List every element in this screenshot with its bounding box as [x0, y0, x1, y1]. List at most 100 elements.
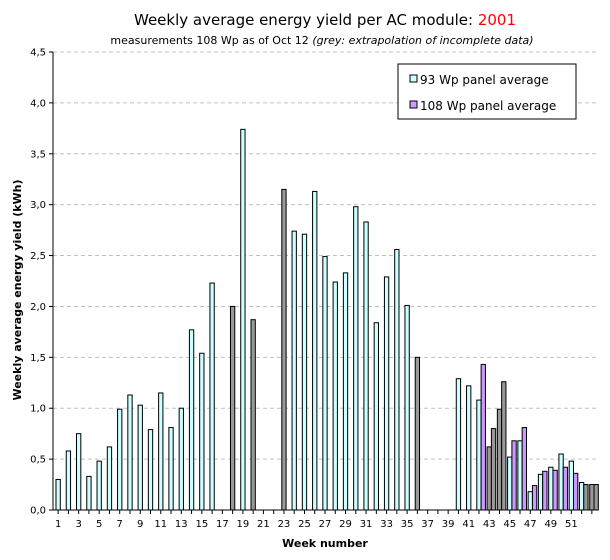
bar-93wp	[558, 453, 564, 511]
bar-108wp	[480, 363, 486, 511]
y-tick-label: 1,0	[30, 404, 46, 415]
bar-93wp	[537, 473, 544, 511]
legend-box	[397, 63, 577, 120]
bar-93wp	[414, 356, 421, 511]
legend-label-93wp: 93 Wp panel average	[420, 73, 549, 87]
x-tick-label: 5	[96, 519, 102, 530]
bar-93wp	[322, 256, 328, 511]
bar-93wp	[106, 446, 113, 511]
bar-93wp	[168, 427, 174, 511]
bar-93wp	[466, 385, 472, 511]
x-tick-label: 25	[298, 519, 311, 530]
bar-108wp	[552, 469, 558, 511]
chart-subtitle-note: (grey: extrapolation of incomplete data)	[312, 34, 533, 47]
bar-93wp	[353, 206, 359, 511]
bar-93wp	[373, 322, 379, 511]
x-tick-label: 1	[55, 519, 61, 530]
x-tick-label: 51	[565, 519, 578, 530]
y-tick-label: 0,5	[30, 455, 46, 466]
bar-93wp	[55, 478, 61, 511]
y-axis-title: Weekly average energy yield (kWh)	[11, 179, 24, 400]
bar-93wp	[312, 190, 318, 511]
x-tick-label: 17	[216, 519, 229, 530]
bar-93wp	[188, 329, 195, 511]
x-tick-label: 45	[503, 519, 516, 530]
bar-93wp	[117, 408, 123, 511]
bar-93wp	[548, 466, 554, 511]
x-axis-title: Week number	[282, 537, 368, 550]
bar-93wp	[137, 404, 143, 511]
bar-93wp	[517, 440, 523, 511]
chart-title-text: Weekly average energy yield per AC modul…	[134, 11, 478, 29]
bar-93wp	[332, 281, 338, 511]
legend-label-108wp: 108 Wp panel average	[420, 99, 556, 113]
bar-93wp	[199, 352, 205, 511]
x-tick-label: 29	[339, 519, 352, 530]
x-tick-label: 11	[154, 519, 167, 530]
legend-swatch-93wp	[409, 74, 418, 83]
x-tick-label: 37	[421, 519, 434, 530]
bar-108wp	[511, 440, 517, 511]
chart-subtitle: measurements 108 Wp as of Oct 12 (grey: …	[110, 34, 533, 47]
bar-108wp	[521, 427, 527, 511]
bar-93wp	[86, 475, 92, 511]
bar-93wp	[507, 456, 513, 511]
x-tick-label: 47	[524, 519, 537, 530]
chart-title: Weekly average energy yield per AC modul…	[134, 11, 516, 29]
bars	[55, 128, 599, 511]
bar-93wp	[496, 408, 503, 511]
bar-93wp	[96, 460, 102, 511]
bar-93wp	[65, 450, 72, 511]
x-tick-label: 41	[462, 519, 475, 530]
bar-108wp	[531, 485, 538, 511]
bar-93wp	[209, 282, 215, 511]
bar-93wp	[486, 446, 492, 511]
chart-subtitle-text: measurements 108 Wp as of Oct 12	[110, 34, 312, 47]
axes	[49, 51, 597, 514]
bar-93wp	[301, 233, 308, 511]
x-tick-label: 49	[544, 519, 557, 530]
y-tick-label: 1,5	[30, 353, 46, 364]
bar-93wp	[342, 272, 349, 511]
bar-108wp	[490, 428, 497, 511]
bar-108wp	[593, 484, 599, 511]
bar-93wp	[568, 460, 574, 511]
bar-93wp	[476, 399, 482, 511]
bar-93wp	[578, 482, 585, 511]
bar-93wp	[291, 230, 297, 511]
bar-93wp	[455, 378, 462, 511]
x-tick-label: 43	[483, 519, 496, 530]
bar-93wp	[527, 491, 533, 511]
y-tick-label: 0,0	[30, 506, 46, 517]
chart-title-year: 2001	[478, 11, 516, 29]
bar-93wp	[281, 188, 287, 511]
x-tick-label: 15	[195, 519, 208, 530]
bar-108wp	[583, 484, 589, 511]
x-tick-label: 21	[257, 519, 270, 530]
bar-93wp	[404, 304, 410, 511]
x-tick-label: 33	[380, 519, 393, 530]
bar-93wp	[589, 484, 595, 511]
x-tick-label: 3	[75, 519, 81, 530]
bar-93wp	[240, 128, 246, 511]
bar-93wp	[229, 305, 236, 511]
y-tick-label: 4,0	[30, 98, 46, 109]
y-tick-label: 3,5	[30, 149, 46, 160]
bar-93wp	[250, 319, 256, 511]
legend: 93 Wp panel average 108 Wp panel average	[397, 63, 577, 120]
legend-swatch-108wp	[409, 100, 418, 109]
y-tick-labels: 0,0 0,5 1,0 1,5 2,0 2,5 3,0 3,5 4,0 4,5	[30, 48, 46, 517]
x-tick-label: 19	[237, 519, 250, 530]
bar-108wp	[542, 470, 548, 511]
x-tick-label: 23	[278, 519, 291, 530]
bar-93wp	[363, 221, 369, 511]
bar-93wp	[383, 276, 390, 511]
bar-93wp	[394, 248, 400, 511]
x-tick-label: 27	[319, 519, 332, 530]
y-tick-label: 2,0	[30, 302, 46, 313]
x-tick-label: 31	[360, 519, 373, 530]
bar-108wp	[562, 466, 569, 511]
bar-93wp	[147, 429, 154, 511]
y-tick-label: 3,0	[30, 200, 46, 211]
x-tick-labels: 1 3 5 7 9 11 13 15 17 19 21 23 25 27 29 31 33 35 37 39 41 43 4…	[55, 519, 578, 530]
